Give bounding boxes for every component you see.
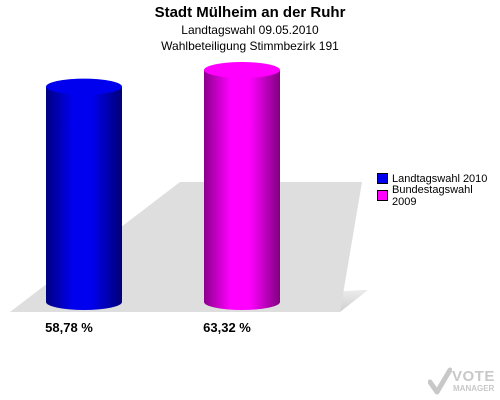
legend: Landtagswahl 2010 Bundestagswahl 2009 [377,170,500,208]
bar-top-0 [46,78,122,95]
legend-item-bundestagswahl-2009: Bundestagswahl 2009 [377,184,500,208]
value-label-1: 63,32 % [203,320,251,335]
legend-label-1: Bundestagswahl 2009 [391,183,473,208]
value-label-0: 58,78 % [45,320,93,335]
logo-text-manager: MANAGER [453,384,495,393]
bar-body-1 [204,70,280,310]
value-labels-group: 58,78 % 63,32 % [45,320,251,335]
chart-subtitle-2: Wahlbeteiligung Stimmbezirk 191 [161,39,339,53]
legend-label-0: Landtagswahl 2010 [392,172,488,185]
checkmark-icon [428,367,452,395]
bar-top-1 [204,62,280,78]
logo-text-vote: VOTE [452,368,495,385]
legend-swatch-1 [377,190,388,201]
chart-subtitle-1: Landtagswahl 09.05.2010 [181,23,319,37]
chart-titles: Stadt Mülheim an der Ruhr Landtagswahl 0… [0,4,500,54]
legend-item-landtagswahl-2010: Landtagswahl 2010 [377,170,500,187]
legend-swatch-0 [377,173,388,184]
bars-group [46,62,280,310]
chart-title: Stadt Mülheim an der Ruhr [154,4,346,21]
vote-manager-logo: VOTE MANAGER [428,364,500,400]
bar-body-0 [46,86,122,310]
